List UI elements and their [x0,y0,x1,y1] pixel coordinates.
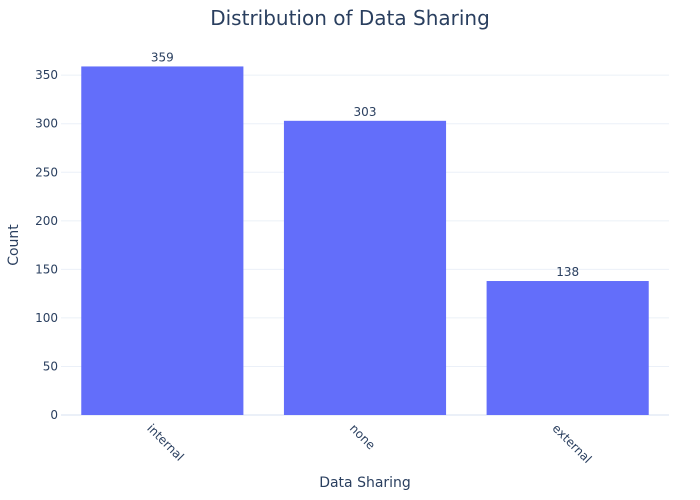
y-tick-label: 50 [43,359,58,373]
data-label-internal: 359 [151,50,174,64]
chart-title: Distribution of Data Sharing [210,6,490,30]
y-tick-label: 200 [35,214,58,228]
bar-none [283,120,447,416]
x-axis-title: Data Sharing [319,475,411,491]
data-labels: 359 303 138 [151,50,579,279]
y-axis-ticks: 0 50 100 150 200 250 300 350 [35,68,58,422]
y-tick-label: 150 [35,262,58,276]
data-label-none: 303 [354,105,377,119]
y-tick-label: 0 [50,408,58,422]
y-axis-title: Count [6,224,22,266]
y-tick-label: 250 [35,165,58,179]
bars [81,66,649,416]
y-tick-label: 350 [35,68,58,82]
bar-external [486,281,649,415]
y-tick-label: 100 [35,311,58,325]
bar-internal [81,66,244,416]
data-label-external: 138 [556,265,579,279]
y-tick-label: 300 [35,117,58,131]
